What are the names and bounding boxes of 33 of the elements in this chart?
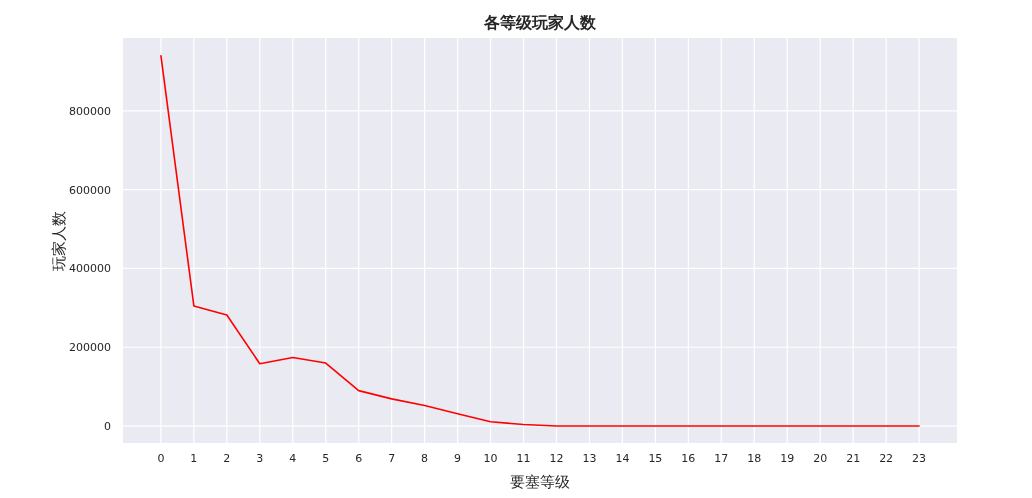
x-tick-label: 1: [190, 452, 198, 465]
chart-title: 各等级玩家人数: [483, 13, 597, 32]
x-tick-label: 15: [648, 452, 663, 465]
x-tick-label: 7: [388, 452, 396, 465]
x-tick-label: 21: [846, 452, 861, 465]
x-axis-title: 要塞等级: [510, 473, 570, 491]
x-tick-label: 9: [454, 452, 462, 465]
x-tick-label: 0: [157, 452, 165, 465]
x-tick-label: 18: [747, 452, 762, 465]
x-tick-label: 14: [615, 452, 630, 465]
x-tick-label: 12: [549, 452, 564, 465]
x-tick-label: 20: [813, 452, 828, 465]
x-tick-label: 17: [714, 452, 729, 465]
x-tick-label: 23: [912, 452, 927, 465]
y-tick-label: 200000: [69, 341, 111, 355]
x-tick-label: 19: [780, 452, 795, 465]
x-tick-label: 6: [355, 452, 363, 465]
line-series: [160, 54, 920, 427]
x-tick-label: 2: [223, 452, 231, 465]
y-tick-label: 0: [104, 420, 111, 434]
x-tick-label: 13: [582, 452, 597, 465]
x-tick-label: 10: [483, 452, 498, 465]
x-tick-label: 11: [516, 452, 531, 465]
y-tick-label: 400000: [69, 262, 111, 276]
x-tick-label: 8: [421, 452, 429, 465]
x-tick-label: 3: [256, 452, 264, 465]
x-tick-label: 5: [322, 452, 330, 465]
y-axis-title: 玩家人数: [50, 210, 68, 271]
x-tick-label: 16: [681, 452, 696, 465]
y-tick-label: 600000: [69, 183, 111, 197]
y-tick-label: 800000: [69, 104, 111, 118]
x-tick-label: 4: [289, 452, 297, 465]
x-tick-label: 22: [879, 452, 894, 465]
